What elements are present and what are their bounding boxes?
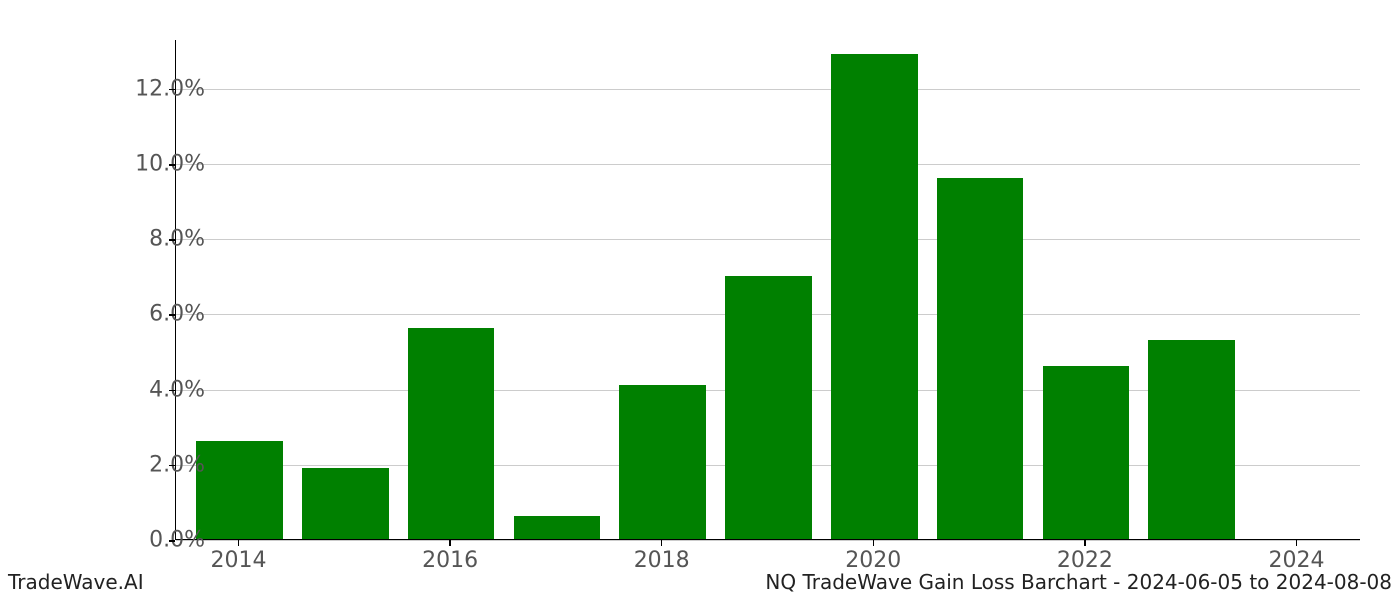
y-axis-tick-label: 8.0% — [105, 227, 205, 252]
bar — [1148, 340, 1235, 539]
y-axis-tick-label: 4.0% — [105, 377, 205, 402]
bar — [1043, 366, 1130, 539]
y-axis-tick-mark — [169, 390, 175, 392]
x-axis-tick-label: 2024 — [1269, 548, 1325, 573]
x-axis-tick-label: 2022 — [1057, 548, 1113, 573]
x-axis-tick-mark — [449, 540, 451, 546]
x-axis-tick-mark — [1296, 540, 1298, 546]
y-axis-tick-mark — [169, 314, 175, 316]
x-axis-tick-label: 2014 — [210, 548, 266, 573]
gridline — [176, 89, 1360, 90]
footer-left-text: TradeWave.AI — [8, 570, 144, 594]
bar — [408, 328, 495, 539]
bar — [196, 441, 283, 539]
x-axis-tick-label: 2020 — [845, 548, 901, 573]
bar — [514, 516, 601, 539]
y-axis-tick-label: 12.0% — [105, 76, 205, 101]
x-axis-tick-label: 2018 — [634, 548, 690, 573]
plot-region — [175, 40, 1360, 540]
y-axis-tick-label: 10.0% — [105, 152, 205, 177]
y-axis-tick-mark — [169, 164, 175, 166]
y-axis-tick-label: 6.0% — [105, 302, 205, 327]
chart-plot-area — [175, 40, 1360, 540]
x-axis-tick-mark — [1084, 540, 1086, 546]
bar — [619, 385, 706, 539]
y-axis-tick-label: 2.0% — [105, 452, 205, 477]
y-axis-tick-mark — [169, 465, 175, 467]
gridline — [176, 164, 1360, 165]
y-axis-tick-label: 0.0% — [105, 528, 205, 553]
gridline — [176, 540, 1360, 541]
x-axis-tick-mark — [873, 540, 875, 546]
bar — [725, 276, 812, 539]
x-axis-tick-mark — [661, 540, 663, 546]
footer-right-text: NQ TradeWave Gain Loss Barchart - 2024-0… — [765, 570, 1392, 594]
bar — [302, 468, 389, 539]
y-axis-tick-mark — [169, 540, 175, 542]
y-axis-tick-mark — [169, 89, 175, 91]
bar — [831, 54, 918, 539]
x-axis-tick-label: 2016 — [422, 548, 478, 573]
y-axis-tick-mark — [169, 239, 175, 241]
gridline — [176, 239, 1360, 240]
bar — [937, 178, 1024, 539]
x-axis-tick-mark — [238, 540, 240, 546]
